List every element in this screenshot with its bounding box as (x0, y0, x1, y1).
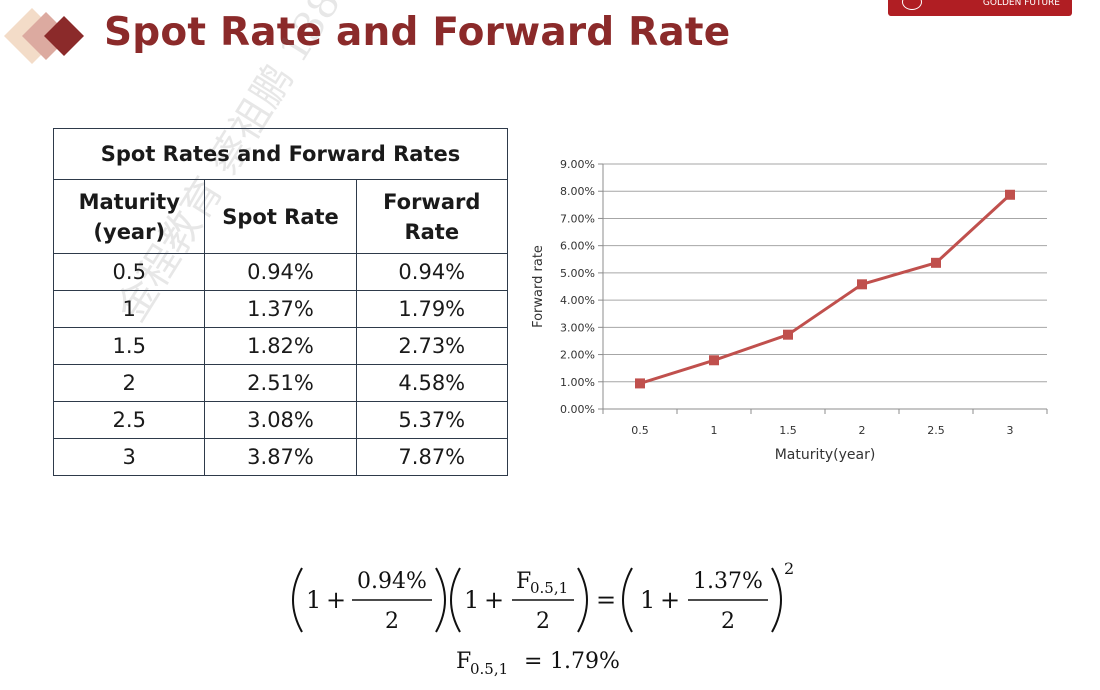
cell-spot-rate: 3.87% (204, 438, 357, 476)
formula-denominator-1: 2 (385, 609, 399, 634)
formula-result-subscript: 0.5,1 (470, 660, 508, 678)
column-header-forward-rate: Forward Rate (355, 179, 509, 254)
chart-svg: 0.00% 1.00% 2.00% 3.00% 4.00% 5.00% 6.00% 7.00%… (531, 158, 1048, 463)
x-tick-label: 2.5 (927, 424, 945, 437)
column-header-spot-rate: Spot Rate (204, 179, 357, 254)
formula-exponent: 2 (784, 560, 794, 578)
data-point (857, 279, 867, 290)
cell-forward-rate: 0.94% (355, 253, 509, 291)
cell-forward-rate: 7.87% (355, 438, 509, 476)
y-tick-label: 1.00% (560, 376, 595, 389)
y-axis-title: Forward rate (531, 245, 546, 328)
y-tick-label: 4.00% (560, 294, 595, 307)
formula-one: 1 (464, 586, 479, 614)
formula-result-value: 1.79% (550, 649, 620, 674)
cell-maturity: 2 (52, 364, 206, 402)
y-tick-label: 9.00% (560, 158, 595, 171)
cell-forward-rate: 1.79% (355, 290, 509, 328)
x-tick-label: 3 (1007, 424, 1014, 437)
cell-maturity: 2.5 (52, 401, 206, 439)
cell-forward-rate: 4.58% (355, 364, 509, 402)
cell-spot-rate: 0.94% (204, 253, 357, 291)
formula-plus: + (484, 586, 504, 614)
y-tick-label: 3.00% (560, 321, 595, 334)
table-row: 1 1.37% 1.79% (52, 290, 509, 328)
x-tick-label: 1 (711, 424, 718, 437)
formula-one: 1 (306, 586, 321, 614)
formula-result-base: F (456, 649, 471, 674)
cell-maturity: 0.5 (52, 253, 206, 291)
y-tick-label: 0.00% (560, 403, 595, 416)
page-title: Spot Rate and Forward Rate (104, 10, 731, 55)
column-header-maturity: Maturity (year) (52, 179, 206, 254)
y-tick-label: 2.00% (560, 349, 595, 362)
forward-rate-chart: 0.00% 1.00% 2.00% 3.00% 4.00% 5.00% 6.00% 7.00%… (520, 140, 1060, 480)
data-point (783, 329, 793, 340)
data-point (1005, 189, 1015, 200)
data-point (709, 355, 719, 366)
cell-maturity: 3 (52, 438, 206, 476)
data-point (635, 378, 645, 389)
y-tick-label: 8.00% (560, 185, 595, 198)
formula-denominator-3: 2 (721, 609, 735, 634)
table-row: 3 3.87% 7.87% (52, 438, 509, 476)
cell-spot-rate: 1.37% (204, 290, 357, 328)
cell-spot-rate: 3.08% (204, 401, 357, 439)
cell-spot-rate: 2.51% (204, 364, 357, 402)
formula-result-equals: = (524, 649, 542, 674)
y-tick-label: 7.00% (560, 212, 595, 225)
formula-equals: = (596, 586, 616, 614)
table-row: 1.5 1.82% 2.73% (52, 327, 509, 365)
rates-table: Spot Rates and Forward Rates Maturity (ye… (52, 128, 509, 476)
x-tick-label: 0.5 (631, 424, 649, 437)
cell-forward-rate: 5.37% (355, 401, 509, 439)
formula-numerator-2-subscript: 0.5,1 (530, 579, 568, 597)
x-axis-title: Maturity(year) (775, 447, 876, 463)
table-caption: Spot Rates and Forward Rates (53, 128, 508, 180)
logo-diamonds-icon (4, 8, 84, 64)
formula-one: 1 (640, 586, 655, 614)
formula-numerator-1: 0.94% (357, 569, 427, 594)
table-row: 2.5 3.08% 5.37% (52, 401, 509, 439)
brand-seal-icon (902, 0, 922, 10)
formula-numerator-3: 1.37% (693, 569, 763, 594)
cell-spot-rate: 1.82% (204, 327, 357, 365)
brand-badge: GOLDEN FUTURE (888, 0, 1072, 16)
data-point (931, 257, 941, 268)
x-tick-label: 2 (859, 424, 866, 437)
table-row: 2 2.51% 4.58% (52, 364, 509, 402)
y-tick-label: 5.00% (560, 267, 595, 280)
cell-forward-rate: 2.73% (355, 327, 509, 365)
series-line (639, 193, 1012, 385)
table-row: 0.5 0.94% 0.94% (52, 253, 509, 291)
formula-numerator-2: F (516, 569, 531, 594)
forward-rate-formula: 1 + 0.94% 2 1 + F 0.5,1 2 = 1 + 1.37% 2 … (292, 560, 794, 678)
brand-text: GOLDEN FUTURE (982, 0, 1060, 8)
formula-denominator-2: 2 (536, 609, 550, 634)
formula-plus: + (660, 586, 680, 614)
y-tick-label: 6.00% (560, 240, 595, 253)
formula-plus: + (326, 586, 346, 614)
x-tick-label: 1.5 (779, 424, 797, 437)
cell-maturity: 1 (52, 290, 206, 328)
cell-maturity: 1.5 (52, 327, 206, 365)
